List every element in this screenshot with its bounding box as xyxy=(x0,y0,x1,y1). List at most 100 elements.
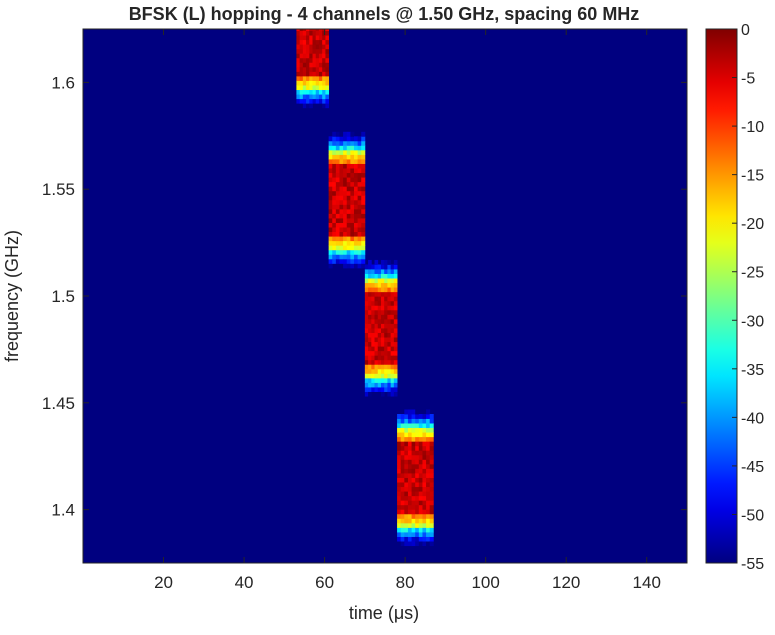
spectrogram-cell xyxy=(361,240,366,246)
spectrogram-cell xyxy=(422,459,427,465)
spectrogram-cell xyxy=(364,368,369,374)
spectrogram-cell xyxy=(357,149,362,155)
spectrogram-cell xyxy=(426,473,431,478)
spectrogram-cell xyxy=(377,341,382,347)
spectrogram-cell xyxy=(350,186,355,192)
spectrogram-cell xyxy=(404,423,409,429)
spectrogram-cell xyxy=(346,213,351,219)
spectrogram-cell xyxy=(315,35,320,41)
spectrogram-cell xyxy=(374,314,379,320)
spectrogram-cell xyxy=(426,423,431,429)
spectrogram-cell xyxy=(422,522,427,528)
spectrogram-cell xyxy=(353,245,359,251)
spectrogram-cell xyxy=(343,236,348,242)
spectrogram-cell xyxy=(415,450,420,456)
spectrogram-cell xyxy=(411,409,416,415)
spectrogram-cell xyxy=(422,463,427,469)
spectrogram-cell xyxy=(339,154,344,160)
spectrogram-cell xyxy=(371,282,375,288)
spectrogram-cell xyxy=(374,273,379,279)
spectrogram-cell xyxy=(384,259,388,265)
spectrogram-cell xyxy=(393,368,398,374)
spectrogram-cell xyxy=(390,287,395,293)
spectrogram-cell xyxy=(353,208,359,214)
spectrogram-cell xyxy=(377,305,382,311)
x-tick-label: 20 xyxy=(154,573,173,592)
spectrogram-cell xyxy=(312,94,317,100)
spectrogram-cell xyxy=(368,364,372,370)
spectrogram-cell xyxy=(339,213,344,219)
spectrogram-cell xyxy=(328,263,333,269)
spectrogram-cell xyxy=(302,29,307,31)
spectrogram-cell xyxy=(380,287,385,293)
spectrogram-cell xyxy=(387,273,392,279)
spectrogram-cell xyxy=(361,199,366,205)
spectrogram-cell xyxy=(404,459,409,465)
spectrogram-cell xyxy=(390,341,395,347)
spectrogram-cell xyxy=(384,264,388,270)
spectrogram-cell xyxy=(411,509,416,515)
spectrogram-cell xyxy=(429,468,434,474)
spectrogram-cell xyxy=(384,291,388,297)
spectrogram-cell xyxy=(343,231,348,237)
spectrogram-cell xyxy=(374,259,379,265)
spectrogram-cell xyxy=(380,391,385,397)
spectrogram-cell xyxy=(335,168,340,174)
spectrogram-cell xyxy=(418,414,423,419)
spectrogram-cell xyxy=(384,337,388,343)
spectrogram-cell xyxy=(312,98,317,104)
x-tick-label: 80 xyxy=(396,573,415,592)
spectrogram-cell xyxy=(418,500,423,506)
spectrogram-cell xyxy=(309,44,313,50)
spectrogram-cell xyxy=(377,328,382,333)
spectrogram-cell xyxy=(404,445,409,451)
spectrogram-cell xyxy=(415,504,420,510)
spectrogram-cell xyxy=(353,159,359,164)
spectrogram-cell xyxy=(390,318,395,324)
spectrogram-cell xyxy=(400,423,405,429)
spectrogram-cell xyxy=(361,186,366,192)
spectrogram-cell xyxy=(426,477,431,483)
spectrogram-cell xyxy=(411,513,416,519)
spectrogram-cell xyxy=(374,368,379,374)
spectrogram-cell xyxy=(422,468,427,474)
spectrogram-cell xyxy=(400,541,405,547)
spectrogram-cell xyxy=(387,364,392,370)
spectrogram-cell xyxy=(339,190,344,196)
spectrogram-cell xyxy=(407,518,412,524)
spectrogram-cell xyxy=(400,450,405,456)
spectrogram-cell xyxy=(377,387,382,392)
spectrogram-cell xyxy=(400,482,405,488)
spectrogram-cell xyxy=(384,355,388,361)
spectrogram-cell xyxy=(353,249,359,255)
spectrogram-cell xyxy=(374,355,379,361)
spectrogram-cell xyxy=(350,195,355,201)
spectrogram-cell xyxy=(368,282,372,288)
spectrogram-cell xyxy=(335,145,340,151)
x-axis-ticks: 20 40 60 80 100 120 140 xyxy=(154,29,661,592)
spectrogram-cell xyxy=(343,208,348,214)
spectrogram-cell xyxy=(350,254,355,260)
spectrogram-cell xyxy=(422,518,427,524)
spectrogram-cell xyxy=(312,66,317,72)
spectrogram-cell xyxy=(346,140,351,146)
spectrogram-cell xyxy=(343,263,348,269)
spectrogram-cell xyxy=(318,66,323,72)
spectrogram-cell xyxy=(361,231,366,237)
spectrogram-cell xyxy=(418,495,423,501)
spectrogram-cell xyxy=(357,136,362,142)
spectrogram-cell xyxy=(415,518,420,524)
spectrogram-cell xyxy=(361,131,366,137)
spectrogram-cell xyxy=(346,195,351,201)
spectrogram-cell xyxy=(343,258,348,264)
spectrogram-cell xyxy=(380,323,385,329)
spectrogram-cell xyxy=(377,273,382,279)
spectrogram-cell xyxy=(302,30,307,36)
spectrogram-cell xyxy=(325,85,330,91)
spectrogram-cell xyxy=(302,39,307,45)
spectrogram-cell xyxy=(377,346,382,352)
spectrogram-cell xyxy=(418,432,423,438)
spectrogram-cell xyxy=(426,504,431,510)
spectrogram-cell xyxy=(312,53,317,59)
spectrogram-cell xyxy=(390,337,395,343)
